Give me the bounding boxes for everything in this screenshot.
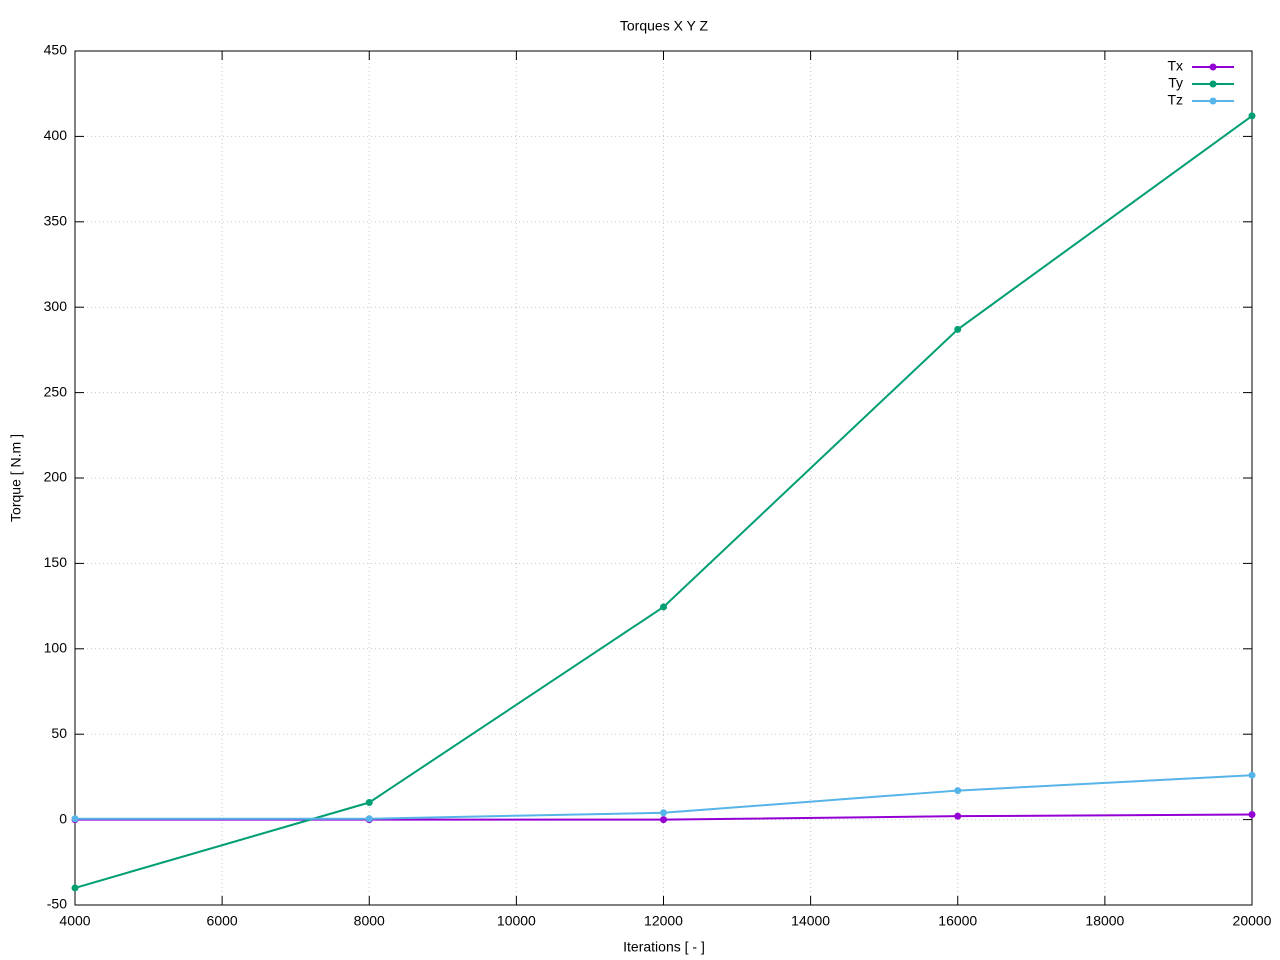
legend-label: Tx: [1167, 58, 1183, 74]
data-point: [71, 884, 79, 892]
x-tick-label: 18000: [1085, 913, 1124, 929]
y-tick-label: 50: [51, 725, 67, 741]
data-point: [365, 799, 373, 807]
data-point: [365, 815, 373, 823]
data-point: [1248, 771, 1256, 779]
legend-marker: [1209, 63, 1217, 71]
data-point: [660, 816, 667, 824]
data-point: [954, 325, 962, 333]
y-tick-label: 200: [44, 469, 68, 485]
x-axis-label: Iterations [ - ]: [623, 939, 705, 955]
data-point: [954, 812, 962, 820]
y-tick-label: 300: [44, 298, 68, 314]
data-point: [954, 787, 962, 795]
data-point: [71, 815, 79, 823]
data-point: [660, 809, 667, 817]
plot-frame: [74, 50, 1253, 906]
chart-title: Torques X Y Z: [620, 18, 709, 34]
y-tick-label: 100: [44, 640, 68, 656]
x-tick-label: 4000: [59, 913, 90, 929]
legend-marker: [1209, 97, 1217, 105]
data-point: [1248, 112, 1256, 120]
y-tick-label: -50: [47, 896, 67, 912]
y-tick-label: 250: [44, 383, 68, 399]
x-tick-label: 10000: [497, 913, 536, 929]
data-point: [660, 603, 667, 611]
y-tick-label: 150: [44, 554, 68, 570]
x-tick-label: 20000: [1233, 913, 1272, 929]
y-tick-label: 450: [44, 42, 68, 58]
x-tick-label: 8000: [354, 913, 385, 929]
y-tick-label: 350: [44, 213, 68, 229]
x-tick-label: 12000: [644, 913, 683, 929]
legend-label: Ty: [1168, 75, 1183, 91]
y-axis-label: Torque [ N.m ]: [8, 434, 24, 522]
x-tick-label: 16000: [938, 913, 977, 929]
x-tick-label: 14000: [791, 913, 830, 929]
y-tick-label: 0: [59, 810, 67, 826]
x-tick-label: 6000: [207, 913, 238, 929]
legend-label: Tz: [1167, 92, 1183, 108]
y-tick-label: 400: [44, 127, 68, 143]
data-point: [1248, 810, 1256, 818]
legend-marker: [1209, 80, 1217, 88]
